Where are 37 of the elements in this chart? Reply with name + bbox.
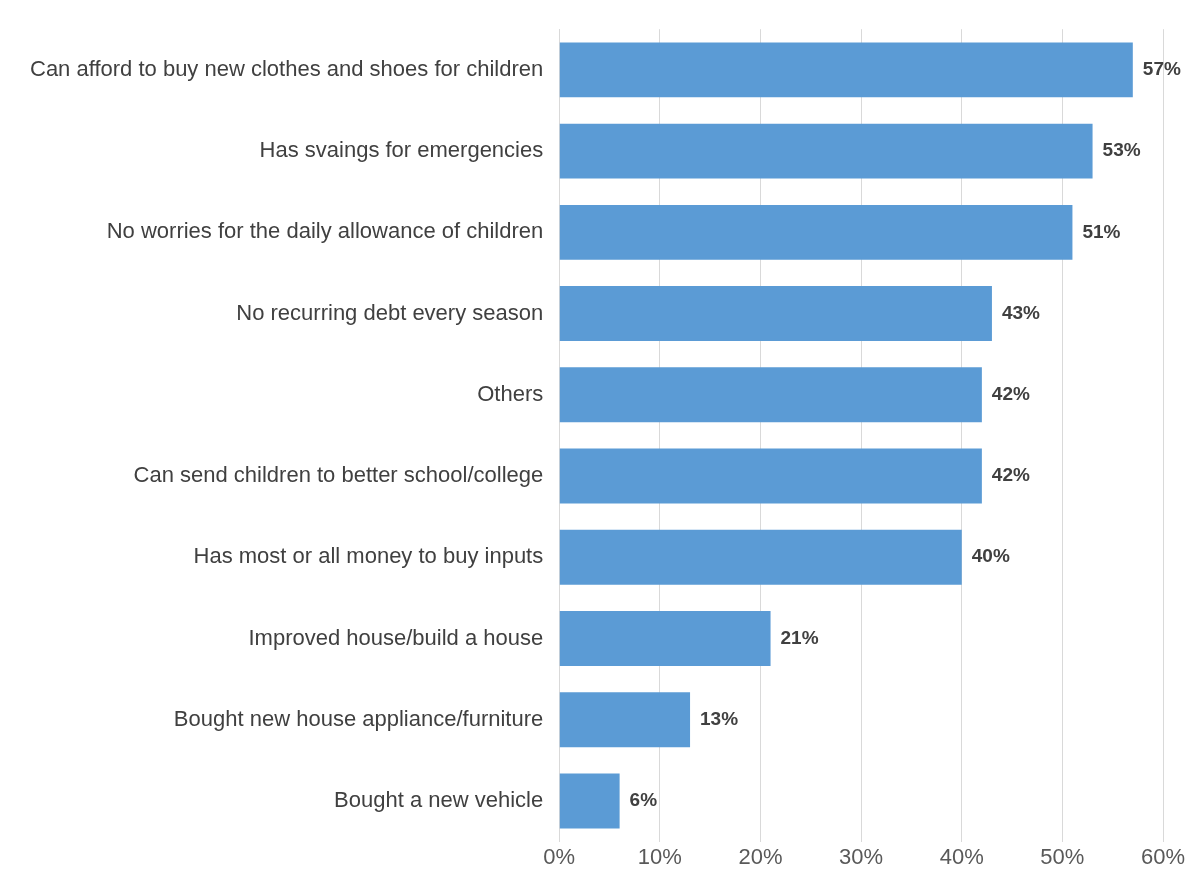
y-tick-label: Has most or all money to buy inputs: [193, 543, 544, 569]
bar: [559, 286, 992, 341]
y-tick-label: Can afford to buy new clothes and shoes for children: [29, 55, 544, 81]
data-label: 6%: [629, 789, 658, 811]
x-tick-label: 30%: [839, 843, 884, 869]
data-label: 57%: [1142, 58, 1181, 80]
data-label: 42%: [991, 464, 1031, 486]
x-tick-label: 60%: [1140, 843, 1186, 869]
y-tick-label: Bought new house appliance/furniture: [173, 705, 544, 731]
y-tick-label: No worries for the daily allowance of children: [106, 218, 544, 244]
y-tick-label: No recurring debt every season: [236, 299, 544, 325]
bar: [559, 42, 1133, 98]
bar: [559, 448, 982, 504]
y-tick-label: Others: [477, 380, 544, 406]
x-tick-label: 10%: [637, 843, 682, 869]
x-tick-label: 20%: [738, 843, 783, 869]
bar: [559, 123, 1093, 179]
x-tick-label: 40%: [939, 843, 984, 869]
bar: [559, 692, 691, 748]
data-label: 13%: [700, 707, 739, 729]
bar: [559, 204, 1073, 260]
data-label: 21%: [780, 626, 819, 648]
y-tick-label: Improved house/build a house: [248, 624, 544, 650]
y-tick-label: Can send children to better school/college: [133, 462, 544, 488]
bar: [559, 367, 982, 423]
data-label: 51%: [1082, 220, 1121, 242]
data-label: 43%: [1001, 301, 1041, 323]
bar: [559, 529, 962, 585]
y-tick-label: Has svaings for emergencies: [259, 137, 544, 163]
data-label: 53%: [1102, 139, 1141, 161]
bar: [559, 611, 771, 666]
y-tick-label: Bought a new vehicle: [334, 787, 544, 813]
x-tick-label: 50%: [1040, 843, 1085, 869]
data-label: 40%: [971, 545, 1010, 567]
x-tick-label: 0%: [543, 843, 576, 869]
data-label: 42%: [991, 383, 1031, 405]
bar: [559, 773, 620, 829]
